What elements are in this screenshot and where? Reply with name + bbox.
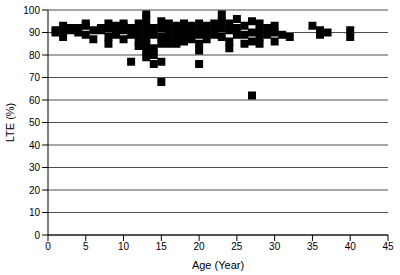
svg-text:LTE (%): LTE (%): [8, 103, 16, 143]
svg-text:40: 40: [345, 241, 357, 252]
svg-text:20: 20: [29, 185, 41, 196]
svg-text:40: 40: [29, 140, 41, 151]
svg-text:5: 5: [83, 241, 89, 252]
svg-text:100: 100: [23, 5, 40, 16]
svg-text:30: 30: [29, 162, 41, 173]
svg-text:15: 15: [156, 241, 168, 252]
svg-text:20: 20: [194, 241, 206, 252]
svg-text:10: 10: [29, 207, 41, 218]
svg-text:Age (Year): Age (Year): [192, 259, 244, 271]
svg-text:0: 0: [45, 241, 51, 252]
svg-text:10: 10: [118, 241, 130, 252]
svg-text:25: 25: [231, 241, 243, 252]
svg-text:30: 30: [269, 241, 281, 252]
svg-text:80: 80: [29, 50, 41, 61]
svg-text:0: 0: [34, 230, 40, 241]
svg-text:50: 50: [29, 117, 41, 128]
svg-text:70: 70: [29, 72, 41, 83]
svg-text:35: 35: [307, 241, 319, 252]
svg-text:60: 60: [29, 95, 41, 106]
svg-text:45: 45: [382, 241, 392, 252]
svg-text:90: 90: [29, 27, 41, 38]
